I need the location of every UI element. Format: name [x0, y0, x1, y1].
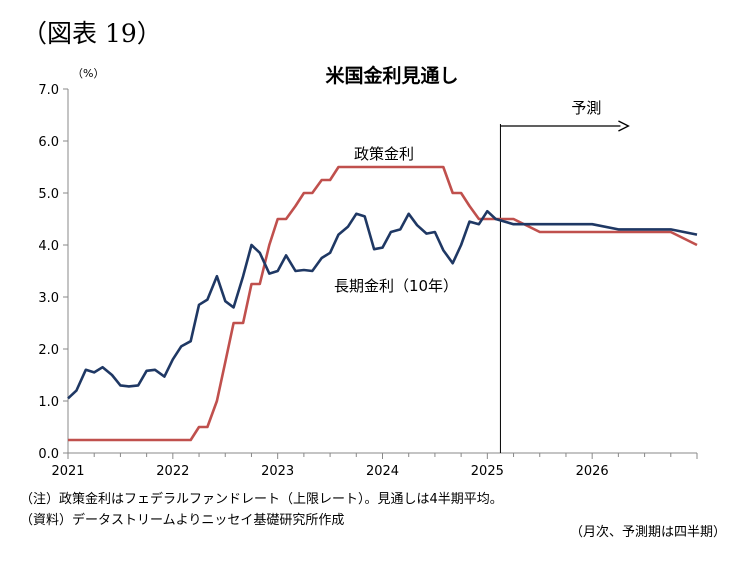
forecast-arrow-head	[618, 120, 630, 132]
us-rates-chart: 0.0 1.0 2.0 3.0 4.0 5.0 6.0 7.0 2021 2022 2023 2024…	[38, 64, 698, 479]
x-tick-label: 2023	[261, 464, 294, 479]
y-tick-label: 3.0	[38, 291, 59, 306]
y-tick-label: 5.0	[38, 187, 59, 202]
x-tick-label: 2022	[156, 464, 189, 479]
chart-title: 米国金利見通し	[325, 64, 458, 87]
x-tick-label: 2024	[366, 464, 399, 479]
y-tick-label: 0.0	[38, 447, 59, 462]
series-line-policy-rate	[68, 165, 698, 442]
y-tick-label: 6.0	[38, 135, 59, 150]
x-tick-label: 2026	[576, 464, 609, 479]
note-policy-rate: （注）政策金利はフェデラルファンドレート（上限レート）。見通しは4半期平均。	[20, 492, 503, 507]
y-tick-label: 2.0	[38, 343, 59, 358]
forecast-label: 予測	[571, 99, 601, 117]
figure-label: （図表 19）	[22, 19, 162, 48]
x-tick-label: 2021	[51, 464, 84, 479]
y-tick-label: 1.0	[38, 395, 59, 410]
series-label-long-term-rate: 長期金利（10年）	[334, 277, 458, 295]
x-tick-label: 2025	[471, 464, 504, 479]
note-source: （資料）データストリームよりニッセイ基礎研究所作成	[20, 513, 345, 528]
y-tick-label: 4.0	[38, 239, 59, 254]
series-line-long-term-rate	[67, 209, 698, 400]
series-label-policy-rate: 政策金利	[354, 145, 414, 163]
y-tick-label: 7.0	[38, 83, 59, 98]
y-axis-unit: （%）	[72, 67, 104, 80]
note-frequency: （月次、予測期は四半期）	[569, 525, 726, 540]
